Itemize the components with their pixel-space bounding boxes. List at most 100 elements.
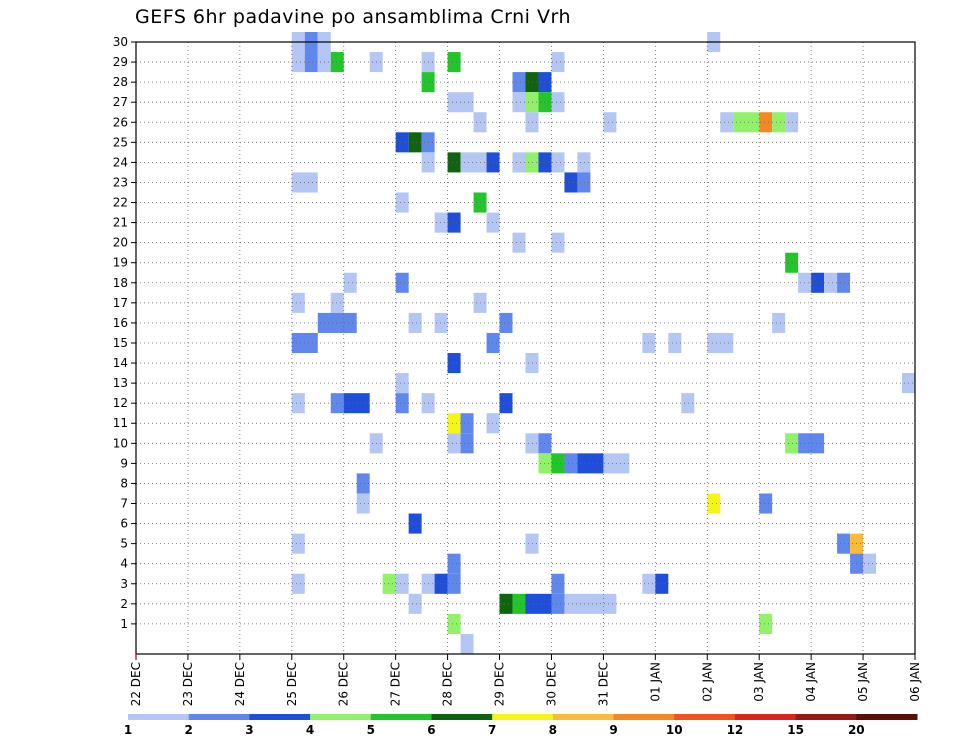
heatmap-cell xyxy=(447,613,461,634)
heatmap-cell xyxy=(447,433,461,454)
heatmap-cells xyxy=(291,31,915,654)
colorbar-label: 1 xyxy=(124,723,132,737)
colorbar-label: 6 xyxy=(427,723,435,737)
colorbar-label: 20 xyxy=(848,723,865,737)
x-tick-label: 23 DEC xyxy=(181,662,195,706)
colorbar-label: 15 xyxy=(787,723,804,737)
colorbar-swatch xyxy=(310,714,372,720)
heatmap-cell xyxy=(434,573,448,594)
heatmap-cell xyxy=(551,593,565,614)
heatmap-cell xyxy=(551,92,565,113)
colorbar-swatch xyxy=(552,714,615,720)
colorbar-label: 12 xyxy=(727,723,744,737)
heatmap-cell xyxy=(837,272,851,293)
heatmap-cell xyxy=(434,212,448,233)
heatmap-cell xyxy=(486,332,500,354)
heatmap-cell xyxy=(408,513,422,534)
heatmap-cell xyxy=(577,152,591,173)
heatmap-cell xyxy=(291,533,305,554)
colorbar: 1 2 3 4 5 6 7 8 9 10 12 15 20 xyxy=(124,714,918,737)
y-tick-label: 3 xyxy=(120,577,128,591)
x-tick-label: 30 DEC xyxy=(544,662,558,706)
colorbar-swatch xyxy=(431,714,493,720)
heatmap-cell xyxy=(408,593,422,614)
y-tick-label: 24 xyxy=(113,155,128,169)
x-tick-label: 03 JAN xyxy=(752,662,766,702)
heatmap-cell xyxy=(382,573,396,594)
heatmap-cell xyxy=(447,573,461,594)
heatmap-cell xyxy=(395,272,409,293)
heatmap-cell xyxy=(525,593,552,614)
colorbar-swatch xyxy=(128,714,190,720)
heatmap-cell xyxy=(733,112,760,133)
colorbar-swatch xyxy=(795,714,857,720)
heatmap-cell xyxy=(317,312,357,333)
heatmap-cell xyxy=(434,312,448,333)
y-tick-label: 26 xyxy=(113,115,128,129)
colorbar-label: 7 xyxy=(488,723,496,737)
heatmap-cell xyxy=(512,152,526,173)
heatmap-cell xyxy=(499,593,513,614)
plot-frame xyxy=(135,41,916,655)
heatmap-cell xyxy=(356,493,370,514)
heatmap-cell xyxy=(408,312,422,333)
x-tick-label: 05 JAN xyxy=(856,662,870,702)
heatmap-cell xyxy=(499,393,513,414)
x-tick-label: 28 DEC xyxy=(441,662,455,706)
heatmap-cell xyxy=(460,633,474,654)
y-tick-label: 15 xyxy=(113,336,128,350)
x-tick-label: 24 DEC xyxy=(233,662,247,706)
heatmap-cell xyxy=(447,353,461,374)
heatmap-cell xyxy=(304,52,318,73)
heatmap-cell xyxy=(772,112,786,133)
heatmap-cell xyxy=(447,413,461,434)
heatmap-cell xyxy=(772,312,786,333)
heatmap-cell xyxy=(486,152,500,173)
heatmap-cell xyxy=(525,353,539,374)
heatmap-cell xyxy=(525,152,539,173)
heatmap-cell xyxy=(759,493,773,514)
heatmap-cell xyxy=(785,112,799,133)
heatmap-cell xyxy=(577,453,604,474)
y-tick-label: 2 xyxy=(120,597,128,611)
y-tick-label: 5 xyxy=(120,537,128,551)
x-tick-label: 01 JAN xyxy=(648,662,662,702)
heatmap-cell xyxy=(447,152,461,173)
x-axis: 22 DEC 23 DEC 24 DEC 25 DEC 26 DEC 27 DEC 28 D… xyxy=(129,654,922,706)
colorbar-swatch xyxy=(249,714,311,720)
heatmap-cell xyxy=(785,252,799,273)
heatmap-cell xyxy=(525,533,539,554)
heatmap-cell xyxy=(447,212,461,233)
heatmap-cell xyxy=(291,52,305,73)
y-tick-label: 20 xyxy=(113,236,128,250)
y-tick-label: 16 xyxy=(113,316,128,330)
y-tick-label: 28 xyxy=(113,75,128,89)
heatmap-cell xyxy=(564,453,578,474)
heatmap-cell xyxy=(551,232,565,253)
colorbar-label: 8 xyxy=(549,723,557,737)
heatmap-cell xyxy=(824,272,838,293)
y-axis: 1234567891011121314151617181920212223242… xyxy=(113,35,136,631)
heatmap-cell xyxy=(525,72,539,93)
y-tick-label: 14 xyxy=(113,356,128,370)
heatmap-cell xyxy=(577,172,591,193)
heatmap-cell xyxy=(499,312,513,333)
heatmap-cell xyxy=(720,112,734,133)
heatmap-cell xyxy=(343,272,357,293)
y-tick-label: 4 xyxy=(120,557,128,571)
heatmap-cell xyxy=(525,92,539,113)
heatmap-cell xyxy=(291,393,305,414)
heatmap-cell xyxy=(512,593,526,614)
heatmap-cell xyxy=(486,212,500,233)
x-tick-label: 27 DEC xyxy=(389,662,403,706)
colorbar-swatch xyxy=(674,714,736,720)
heatmap-cell xyxy=(811,272,825,293)
heatmap-cell xyxy=(395,573,409,594)
x-tick-label: 02 JAN xyxy=(700,662,714,702)
colorbar-label: 5 xyxy=(367,723,375,737)
heatmap-cell xyxy=(356,473,370,494)
heatmap-cell xyxy=(525,112,539,133)
x-tick-label: 06 JAN xyxy=(908,662,922,702)
y-tick-label: 11 xyxy=(113,416,128,430)
y-tick-label: 27 xyxy=(113,95,128,109)
